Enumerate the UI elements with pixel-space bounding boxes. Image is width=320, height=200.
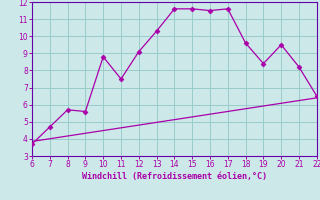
X-axis label: Windchill (Refroidissement éolien,°C): Windchill (Refroidissement éolien,°C) — [82, 172, 267, 181]
